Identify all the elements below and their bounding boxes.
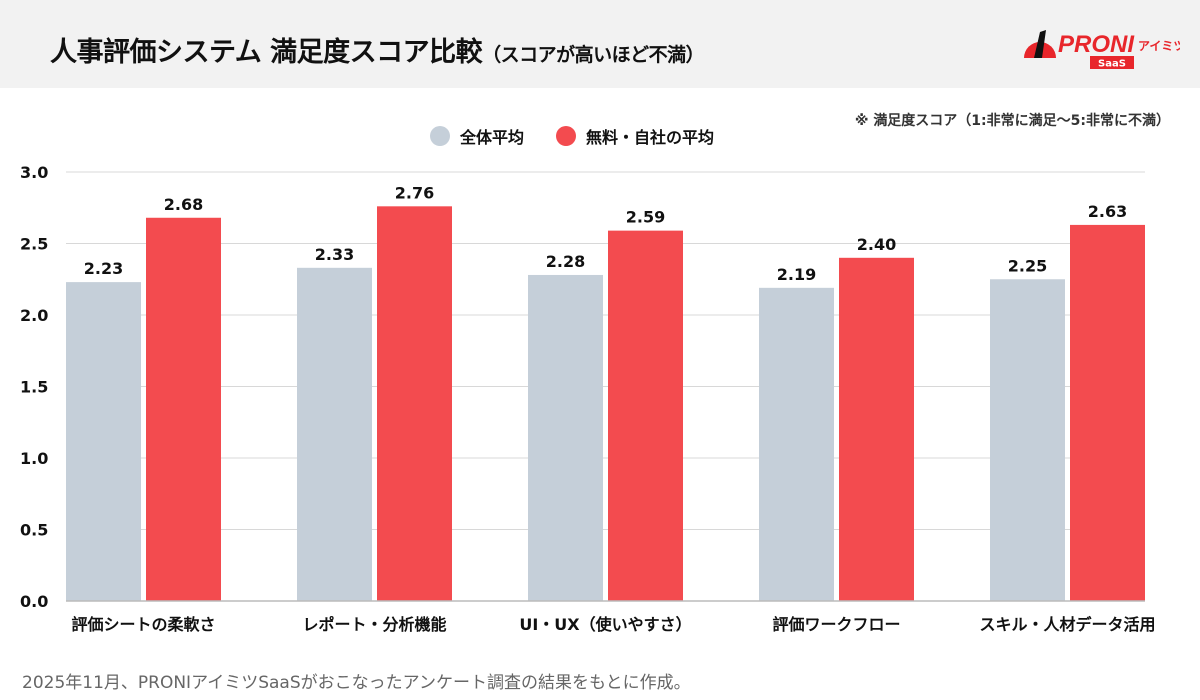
- data-label: 2.76: [395, 183, 434, 202]
- data-label: 2.23: [84, 259, 123, 278]
- data-label: 2.40: [857, 235, 896, 254]
- x-tick-label: レポート・分析機能: [302, 615, 446, 634]
- data-label: 2.25: [1008, 256, 1047, 275]
- bar: [1070, 224, 1145, 601]
- bar: [839, 257, 914, 601]
- legend-item-overall: 全体平均: [430, 124, 524, 148]
- bar: [66, 282, 141, 601]
- svg-text:アイミツ: アイミツ: [1138, 39, 1180, 53]
- y-tick-label: 0.5: [20, 521, 48, 540]
- legend: 全体平均 無料・自社の平均: [430, 124, 714, 148]
- data-label: 2.28: [546, 252, 585, 271]
- legend-swatch-red: [556, 126, 577, 146]
- source-footer: 2025年11月、PRONIアイミツSaaSがおこなったアンケート調査の結果をも…: [22, 673, 691, 693]
- bar: [759, 287, 834, 601]
- bar: [297, 267, 372, 601]
- legend-swatch-gray: [430, 126, 450, 146]
- y-tick-label: 1.5: [20, 378, 48, 397]
- header-band: [0, 0, 1200, 88]
- legend-label: 全体平均: [460, 128, 525, 147]
- proni-logo: PRONI アイミツ SaaS: [1024, 30, 1180, 70]
- data-label: 2.19: [777, 265, 816, 284]
- bar: [377, 206, 452, 601]
- legend-label: 無料・自社の平均: [586, 128, 715, 147]
- data-label: 2.33: [315, 245, 354, 264]
- page-title: 人事評価システム 満足度スコア比較（スコアが高いほど不満）: [50, 30, 705, 69]
- data-label: 2.63: [1088, 202, 1127, 221]
- y-tick-label: 1.0: [20, 449, 48, 468]
- score-note: ※ 満足度スコア（1:非常に満足〜5:非常に不満）: [854, 113, 1170, 129]
- y-tick-label: 3.0: [20, 163, 48, 182]
- data-label: 2.59: [626, 208, 665, 227]
- y-tick-label: 0.0: [20, 592, 48, 611]
- title-main: 人事評価システム 満足度スコア比較: [50, 37, 483, 68]
- legend-item-free: 無料・自社の平均: [556, 124, 714, 148]
- x-tick-label: スキル・人材データ活用: [979, 615, 1155, 634]
- x-tick-label: UI・UX（使いやすさ）: [519, 615, 691, 634]
- bar: [608, 230, 683, 601]
- x-tick-label: 評価シートの柔軟さ: [71, 615, 215, 634]
- bar: [146, 217, 221, 601]
- y-tick-label: 2.5: [20, 235, 48, 254]
- bar: [990, 279, 1065, 601]
- bar: [528, 274, 603, 601]
- x-tick-label: 評価ワークフロー: [772, 615, 900, 634]
- title-sub: （スコアが高いほど不満）: [482, 44, 705, 66]
- y-tick-label: 2.0: [20, 306, 48, 325]
- svg-text:SaaS: SaaS: [1098, 59, 1126, 70]
- data-label: 2.68: [164, 195, 203, 214]
- svg-text:PRONI: PRONI: [1058, 31, 1135, 58]
